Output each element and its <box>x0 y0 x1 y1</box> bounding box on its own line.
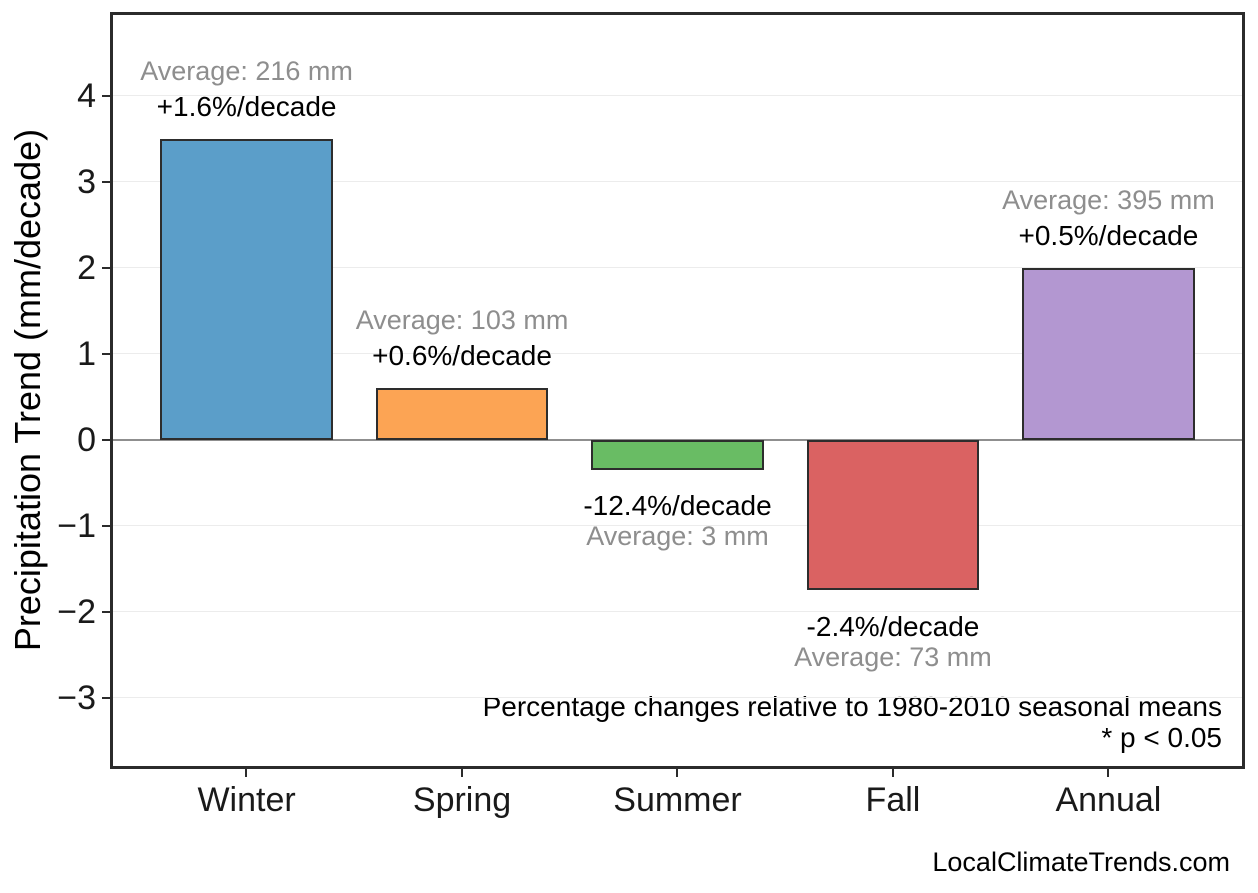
y-tick-mark <box>102 266 110 269</box>
bar-winter <box>160 138 333 440</box>
bar-label-avg-fall: Average: 73 mm <box>794 641 992 672</box>
x-tick-mark <box>891 769 894 777</box>
y-tick-label: −3 <box>57 679 96 718</box>
gridline <box>113 697 1242 699</box>
bar-label-pct-spring: +0.6%/decade <box>372 340 552 372</box>
x-tick-label-winter: Winter <box>197 781 296 819</box>
bar-label-avg-winter: Average: 216 mm <box>140 55 353 86</box>
y-axis-title: Precipitation Trend (mm/decade) <box>7 128 48 652</box>
bar-label-avg-annual: Average: 395 mm <box>1002 184 1215 215</box>
plot-annotations: Percentage changes relative to 1980-2010… <box>483 691 1222 753</box>
y-tick-mark <box>102 180 110 183</box>
bar-label-avg-spring: Average: 103 mm <box>355 305 569 336</box>
x-tick-label-summer: Summer <box>613 781 742 819</box>
bar-summer <box>591 439 764 471</box>
watermark: LocalClimateTrends.com <box>932 847 1230 877</box>
y-tick-label: 0 <box>77 420 96 459</box>
bar-label-avg-summer: Average: 3 mm <box>586 521 769 552</box>
y-tick-mark <box>102 696 110 699</box>
bar-label-pct-fall: -2.4%/decade <box>806 610 980 642</box>
gridline <box>113 95 1242 97</box>
zero-line <box>113 438 1242 441</box>
gridline <box>113 267 1242 269</box>
bar-annual <box>1022 267 1195 440</box>
y-tick-label: 3 <box>77 162 96 201</box>
bar-label-pct-annual: +0.5%/decade <box>1018 219 1199 251</box>
x-tick-mark <box>460 769 463 777</box>
gridline <box>113 611 1242 613</box>
y-tick-mark <box>102 352 110 355</box>
y-tick-label: 1 <box>77 334 96 373</box>
plot-area: Percentage changes relative to 1980-2010… <box>57 12 1245 819</box>
annotation-note: Percentage changes relative to 1980-2010… <box>482 691 1222 722</box>
y-tick-label: −2 <box>57 593 96 631</box>
x-tick-mark <box>676 769 679 777</box>
y-tick-mark <box>102 438 110 441</box>
gridline <box>113 353 1242 355</box>
gridline <box>113 525 1242 527</box>
x-tick-mark <box>1107 769 1110 777</box>
bar-spring <box>375 388 549 440</box>
x-tick-label-spring: Spring <box>412 781 512 819</box>
y-tick-mark <box>102 610 110 613</box>
y-tick-label: −1 <box>57 506 96 545</box>
bar-label-pct-winter: +1.6%/decade <box>156 90 337 122</box>
y-tick-label: 2 <box>77 248 96 287</box>
y-tick-label: 4 <box>77 76 96 115</box>
annotation-significance: * p < 0.05 <box>1101 722 1222 753</box>
y-tick-mark <box>102 94 110 97</box>
gridline <box>113 181 1242 183</box>
bar-label-pct-summer: -12.4%/decade <box>583 490 772 522</box>
x-tick-label-fall: Fall <box>865 781 921 819</box>
x-tick-mark <box>245 769 248 777</box>
x-tick-label-annual: Annual <box>1055 781 1162 819</box>
y-tick-mark <box>102 524 110 527</box>
bar-fall <box>806 439 980 591</box>
